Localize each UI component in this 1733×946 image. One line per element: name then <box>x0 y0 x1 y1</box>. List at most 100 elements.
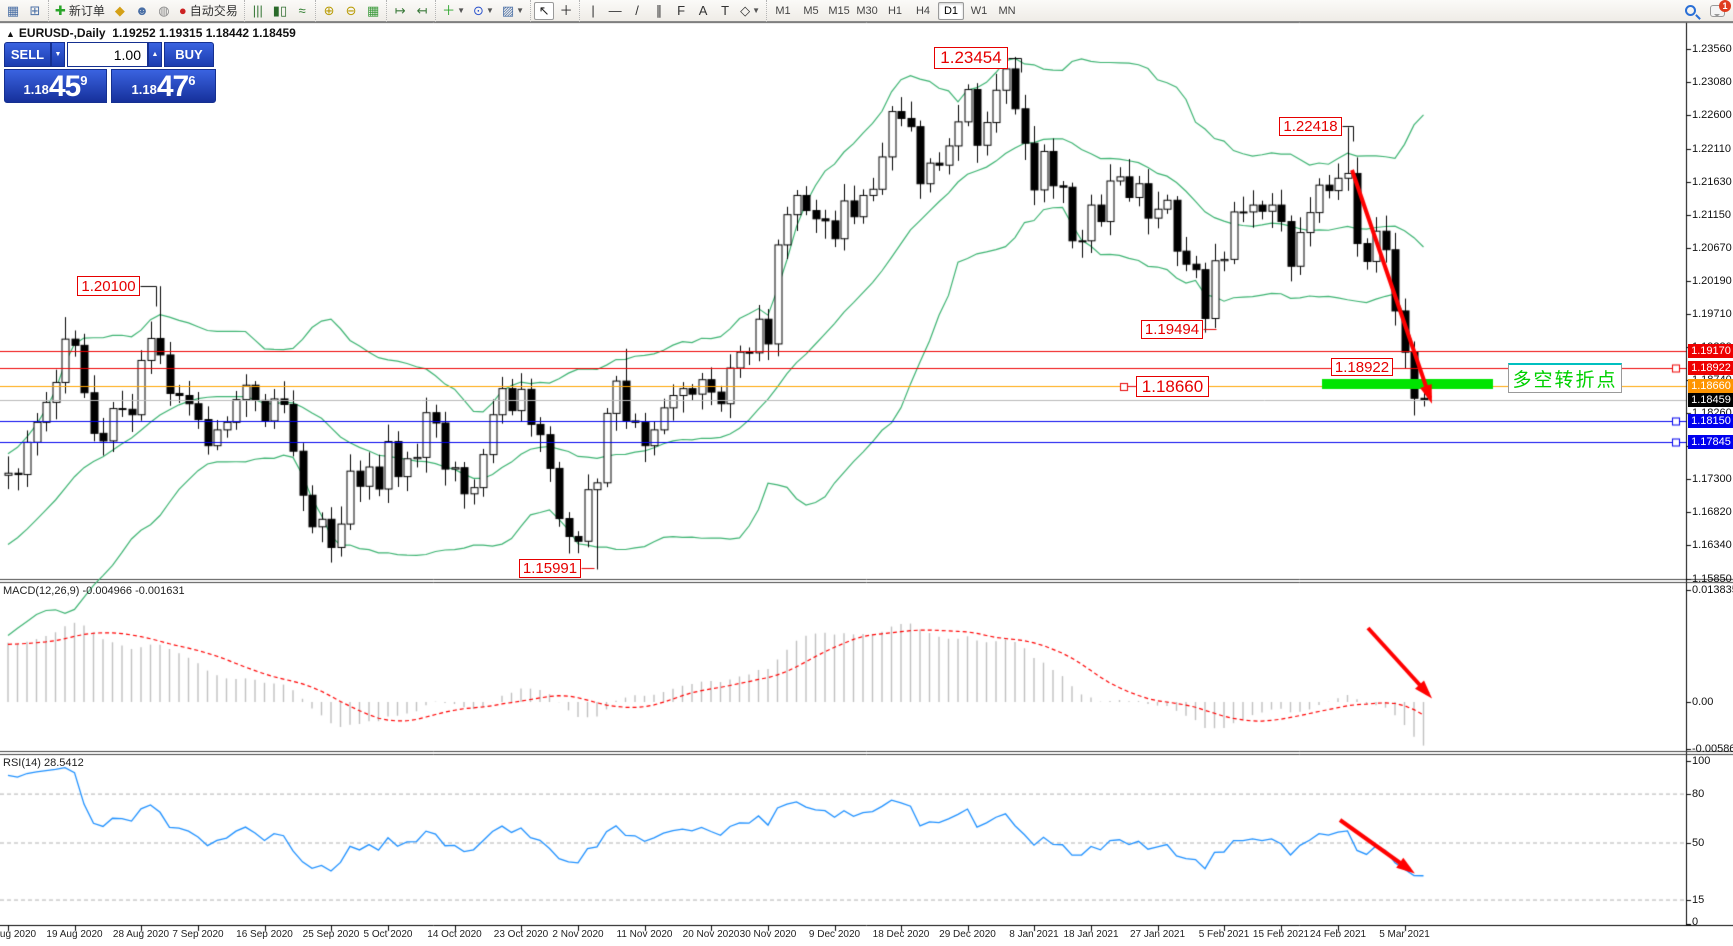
date-axis-label: 23 Oct 2020 <box>493 929 549 940</box>
price-annotation-label[interactable]: 1.20100 <box>77 276 140 296</box>
timeframe-m15[interactable]: M15 <box>828 4 850 17</box>
crosshair-tool: ＋ <box>559 3 573 18</box>
one-click-trading-panel: SELL ▼ ▲ BUY 1.18 45 9 1.18 47 6 <box>4 42 218 103</box>
price-badge: 1.19170 <box>1688 343 1733 358</box>
price-axis-tick: 1.23560 <box>1692 43 1732 55</box>
price-axis-tick: 1.19710 <box>1692 307 1732 320</box>
price-axis-tick: 1.21150 <box>1692 208 1731 221</box>
templ ates-button[interactable]: ▨ ▼ <box>499 2 527 20</box>
chart-window-icon: ▦ <box>6 3 20 18</box>
date-axis-label: 10 Aug 2020 <box>0 929 37 940</box>
text-tool[interactable]: A <box>693 2 713 20</box>
volume-decrease-button[interactable]: ▼ <box>51 42 65 67</box>
chart-symbol: EURUSD-,Daily <box>18 26 106 40</box>
volume-increase-button[interactable]: ▲ <box>148 42 162 67</box>
chart-window-icon[interactable]: ▦ <box>3 2 23 20</box>
price-annotation-label[interactable]: 1.18922 <box>1331 358 1393 376</box>
arrows-tool[interactable]: ◇ ▼ <box>737 2 763 20</box>
one-click-toggle-icon[interactable]: ▲ <box>6 29 15 39</box>
price-annotation-label[interactable]: 1.19494 <box>1141 320 1203 339</box>
timeframe-m30[interactable]: M30 <box>856 4 878 17</box>
trendline-tool: / <box>635 3 639 18</box>
trendline-tool[interactable]: / <box>627 2 647 20</box>
new-order-button-label: 新订单 <box>68 4 105 18</box>
price-badge: 1.17845 <box>1688 434 1733 449</box>
timeframe-m5[interactable]: M5 <box>803 4 819 17</box>
bar-chart-icon[interactable]: ||| <box>248 2 268 20</box>
line-chart-icon[interactable]: ≈ <box>292 2 312 20</box>
line-chart-icon: ≈ <box>298 3 306 18</box>
cursor-tool: ↖ <box>538 3 550 18</box>
zoom-in-icon[interactable]: ⊕ <box>319 2 339 20</box>
buy-price[interactable]: 1.18 47 6 <box>111 69 216 103</box>
date-axis-label: 7 Sep 2020 <box>172 929 224 940</box>
auto-scroll-icon: ↤ <box>416 3 428 18</box>
label-tool[interactable]: T <box>715 2 735 20</box>
date-axis-label: 5 Oct 2020 <box>363 929 413 940</box>
zoom-out-icon[interactable]: ⊖ <box>341 2 361 20</box>
rsi-axis-tick: 0 <box>1692 916 1699 928</box>
chevron-down-icon[interactable]: ▼ <box>485 6 494 15</box>
buy-price-base: 1.18 <box>131 82 157 97</box>
profile-icon[interactable]: ☻ <box>132 2 152 20</box>
vline-tool[interactable]: | <box>583 2 603 20</box>
fibonacci-tool: F <box>677 3 686 18</box>
price-annotation-label[interactable]: 1.23454 <box>934 47 1008 69</box>
signals-icon[interactable]: ◍ <box>154 2 174 20</box>
price-annotation-label[interactable]: 1.15991 <box>519 559 581 578</box>
sell-price-big: 45 <box>48 70 81 103</box>
candlestick-chart-icon[interactable]: ▮▯ <box>270 2 290 20</box>
autotrading-button[interactable]: ● 自动交易 <box>176 2 241 20</box>
toolbar: ▦ ⊞ ✚ 新订单 ◆ ☻ ◍ ● 自动交易 ||| ▮▯ ≈ ⊕ ⊖ ▦ ↦ ↤ ＋ ▼ ⊙ ▼ ▨ ▼ ↖ ＋ | — / ∥ F A T… <box>0 0 1733 22</box>
date-axis-label: 18 Jan 2021 <box>1063 929 1119 940</box>
turning-point-label[interactable]: 多空转折点 <box>1508 363 1622 393</box>
price-axis-tick: 1.20190 <box>1692 274 1732 287</box>
new-order-button[interactable]: ✚ 新订单 <box>52 2 108 20</box>
chevron-down-icon[interactable]: ▼ <box>752 6 761 15</box>
sell-price[interactable]: 1.18 45 9 <box>4 69 107 103</box>
price-badge: 1.18459 <box>1688 392 1733 407</box>
hline-tool[interactable]: — <box>605 2 625 20</box>
price-axis-tick: 1.16820 <box>1692 506 1732 519</box>
history-center-icon[interactable]: ◆ <box>110 2 130 20</box>
price-annotation-label[interactable]: 1.18660 <box>1136 376 1209 397</box>
indicators-button: ＋ <box>442 3 456 18</box>
chat-icon[interactable]: 1 <box>1710 0 1731 17</box>
price-axis-tick: 1.23080 <box>1692 76 1732 88</box>
chevron-down-icon[interactable]: ▼ <box>457 6 466 15</box>
chart-shift-icon[interactable]: ↦ <box>390 2 410 20</box>
timeframe-w1[interactable]: W1 <box>970 4 988 17</box>
timeframe-mn[interactable]: MN <box>998 4 1016 17</box>
buy-button[interactable]: BUY <box>164 42 214 67</box>
fibonacci-tool[interactable]: F <box>671 2 691 20</box>
timeframe-m1[interactable]: M1 <box>775 4 791 17</box>
periods-button[interactable]: ⊙ ▼ <box>470 2 497 20</box>
sell-price-sup: 9 <box>80 73 88 88</box>
auto-scroll-icon[interactable]: ↤ <box>412 2 432 20</box>
channel-tool: ∥ <box>655 3 663 18</box>
crosshair-tool[interactable]: ＋ <box>556 2 576 20</box>
price-axis-tick: 1.17300 <box>1692 473 1732 486</box>
cursor-tool[interactable]: ↖ <box>534 1 555 20</box>
volume-input[interactable] <box>67 42 148 67</box>
timeframe-h4[interactable]: H4 <box>915 4 931 17</box>
periods-button: ⊙ <box>473 3 484 18</box>
rsi-axis-tick: 80 <box>1692 787 1705 800</box>
timeframe-h1[interactable]: H1 <box>887 4 903 17</box>
market-watch-icon: ⊞ <box>29 3 41 18</box>
price-annotation-label[interactable]: 1.22418 <box>1279 117 1342 136</box>
sell-button[interactable]: SELL <box>4 42 51 67</box>
buy-price-sup: 6 <box>188 73 196 88</box>
sell-price-base: 1.18 <box>23 82 49 97</box>
bar-chart-icon: ||| <box>252 3 263 18</box>
search-icon[interactable] <box>1685 5 1696 16</box>
timeframe-d1[interactable]: D1 <box>938 1 965 20</box>
price-axis-tick: 1.22110 <box>1692 142 1731 155</box>
chevron-down-icon[interactable]: ▼ <box>516 6 525 15</box>
indicators-button[interactable]: ＋ ▼ <box>439 2 468 20</box>
market-watch-icon[interactable]: ⊞ <box>25 2 45 20</box>
tile-windows-icon[interactable]: ▦ <box>363 2 383 20</box>
channel-tool[interactable]: ∥ <box>649 2 669 20</box>
